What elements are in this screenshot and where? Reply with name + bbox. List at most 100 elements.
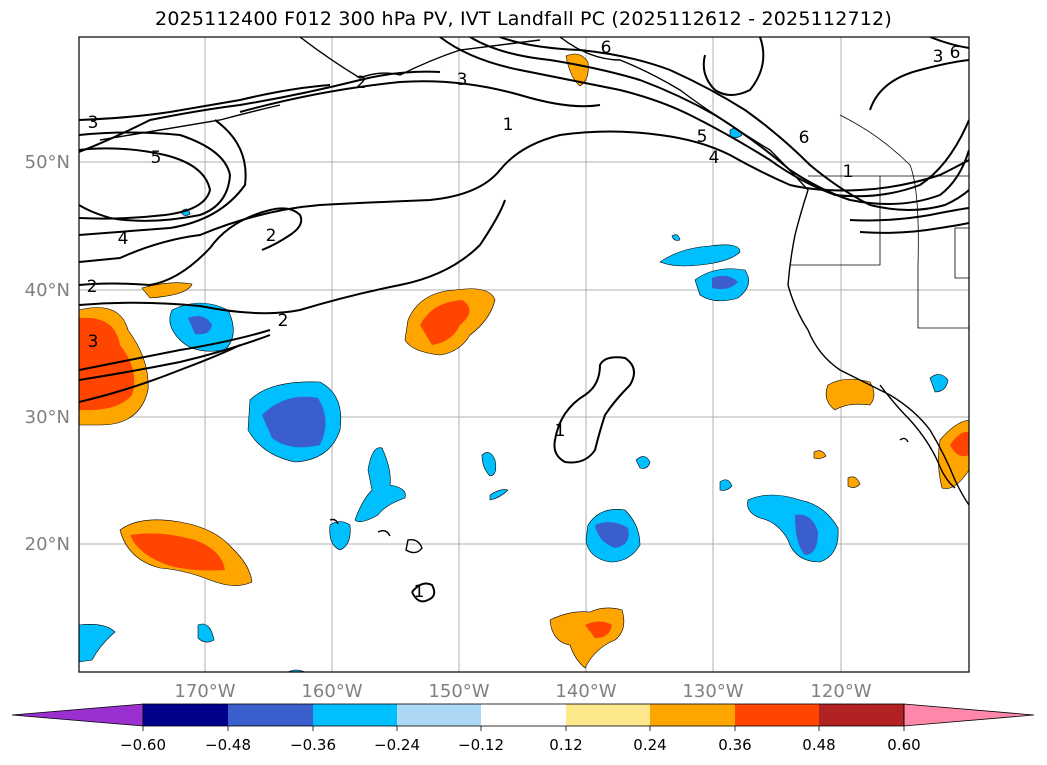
colorbar-swatch <box>228 704 313 726</box>
contour-label: 2 <box>278 311 289 331</box>
pv-contours <box>79 37 969 603</box>
contour-3-band-b <box>79 334 271 381</box>
colorbar-swatch <box>313 704 397 726</box>
lat-labels: 50°N 40°N 30°N 20°N <box>25 152 70 555</box>
contour-6-ne-a <box>702 37 765 96</box>
colorbar-tick: −0.48 <box>205 736 251 754</box>
colorbar-tick: 0.24 <box>633 736 666 754</box>
colorbar-swatch <box>735 704 819 726</box>
lon-labels: 170°W 160°W 150°W 140°W 130°W 120°W <box>174 681 871 702</box>
positive-anomaly-h <box>813 450 827 459</box>
colorbar-swatch <box>819 704 904 726</box>
negative-anomaly-k <box>719 479 733 491</box>
contour-label: 5 <box>151 148 162 168</box>
contour-label: 3 <box>88 113 99 133</box>
contour-label: 2 <box>87 277 98 297</box>
positive-anomaly-i <box>847 476 861 488</box>
negative-anomaly-n <box>79 624 116 663</box>
negative-anomaly-tiny-b <box>671 234 681 241</box>
hawaii-big <box>405 538 423 554</box>
colorbar: −0.60 −0.48 −0.36 −0.24 −0.12 0.12 0.24 … <box>11 703 1035 754</box>
colorbar-swatch <box>143 704 228 726</box>
lon-label: 120°W <box>810 681 871 702</box>
contour-3-north <box>239 80 601 113</box>
colorbar-tick: 0.48 <box>802 736 835 754</box>
contour-labels: 3 2 3 1 6 6 5 4 6 1 3 5 4 2 2 2 3 1 1 <box>87 38 961 602</box>
coastlines <box>99 37 969 554</box>
negative-anomaly-i-core <box>595 522 629 548</box>
contour-north-parallel-1 <box>439 37 969 198</box>
lon-label: 150°W <box>428 681 489 702</box>
colorbar-extend-max <box>903 703 1035 727</box>
positive-anomaly-small <box>141 282 193 299</box>
contour-north-parallel-5 <box>859 222 969 234</box>
contour-label: 1 <box>555 421 566 441</box>
colorbar-tick: −0.12 <box>458 736 504 754</box>
contour-label: 2 <box>356 73 367 93</box>
negative-anomaly-e <box>354 447 406 522</box>
colorbar-extend-min <box>11 703 144 727</box>
contour-1-small <box>411 582 436 603</box>
colorbar-tick: −0.24 <box>374 736 420 754</box>
lat-label: 50°N <box>25 152 70 173</box>
colorbar-swatch <box>650 704 735 726</box>
contour-label: 4 <box>709 148 720 168</box>
contour-4-west <box>79 147 212 220</box>
contour-4-west-b <box>79 119 247 236</box>
contour-north-parallel-4 <box>849 207 969 222</box>
alaska-coast <box>299 37 541 79</box>
positive-anomaly-c-core <box>420 300 470 345</box>
hawaii-small <box>377 529 391 537</box>
contour-1-band <box>79 344 241 403</box>
positive-anomaly-f <box>825 378 875 411</box>
colorbar-swatch <box>397 704 481 726</box>
negative-anomaly-j <box>635 456 651 469</box>
baja-peninsula <box>879 384 956 489</box>
negative-anomaly-a-core <box>188 316 212 335</box>
lat-label: 30°N <box>25 407 70 428</box>
colorbar-tick: −0.60 <box>120 736 166 754</box>
contour-6-far-ne <box>929 37 969 49</box>
contour-2-band <box>79 199 506 315</box>
negative-anomaly-l-core <box>795 514 818 555</box>
contour-label: 3 <box>933 47 944 67</box>
map-frame <box>78 36 970 673</box>
islands-revillagigedo <box>899 437 909 443</box>
contour-6-ne-b <box>869 59 969 111</box>
contour-label: 2 <box>266 226 277 246</box>
contour-north-parallel-3 <box>499 37 969 211</box>
contour-label: 6 <box>799 128 810 148</box>
negative-anomaly-f <box>329 521 351 551</box>
contour-1-closed <box>553 356 635 464</box>
negative-anomaly-h <box>489 489 509 501</box>
lon-label: 170°W <box>174 681 235 702</box>
hawaii-small-b <box>329 518 339 525</box>
lat-label: 20°N <box>25 534 70 555</box>
contour-2-wave <box>79 207 303 287</box>
contour-label: 6 <box>601 38 612 58</box>
map-title: 2025112400 F012 300 hPa PV, IVT Landfall… <box>155 8 892 30</box>
negative-anomaly-b-core <box>262 396 326 448</box>
contour-2-north <box>79 70 441 153</box>
lon-label: 130°W <box>682 681 743 702</box>
positive-anomaly-g-core <box>950 431 969 457</box>
lon-label: 140°W <box>555 681 616 702</box>
colorbar-tick: 0.12 <box>549 736 582 754</box>
contour-3-band <box>79 329 271 371</box>
lat-label: 40°N <box>25 280 70 301</box>
boundaries <box>790 114 969 329</box>
contour-3-nw <box>79 84 331 121</box>
aleutians <box>99 104 281 141</box>
contour-label: 3 <box>88 332 99 352</box>
positive-anomaly-north <box>565 53 589 87</box>
contour-label: 5 <box>697 127 708 147</box>
positive-anomaly-d-core <box>130 533 225 571</box>
negative-anomaly-c <box>659 244 741 267</box>
north-america-coast <box>559 37 969 506</box>
negative-anomaly-g <box>481 452 497 477</box>
negative-anomaly-m <box>929 374 949 393</box>
lon-label: 160°W <box>301 681 362 702</box>
contour-north-parallel-2 <box>469 37 969 205</box>
colorbar-tick: 0.36 <box>718 736 751 754</box>
